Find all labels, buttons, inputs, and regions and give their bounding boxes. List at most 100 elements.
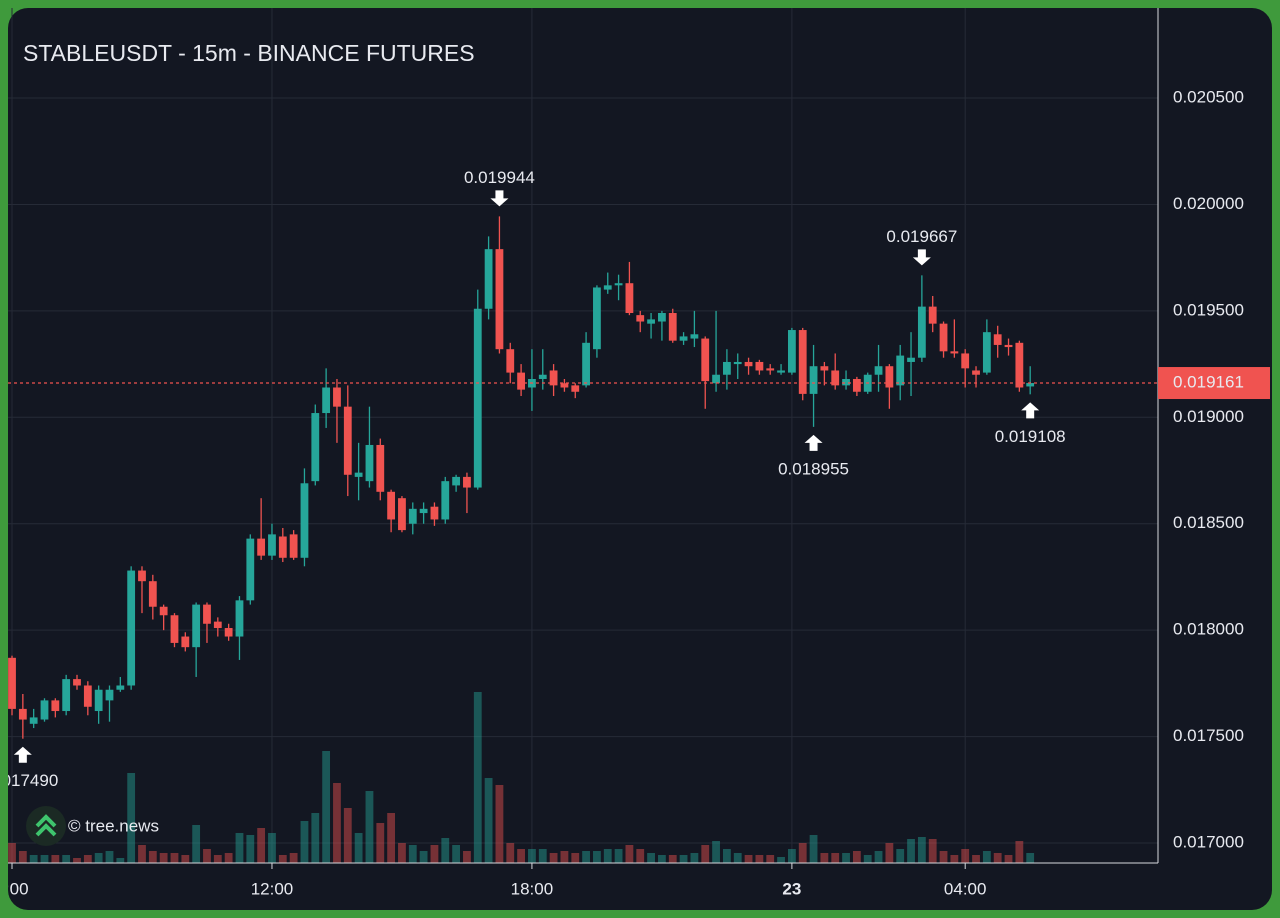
volume-bar [333, 783, 341, 863]
candle-body [484, 249, 493, 309]
volume-bar [961, 849, 970, 863]
volume-bar [582, 851, 590, 863]
candle-body [105, 689, 114, 701]
volume-bar [105, 851, 114, 863]
volume-bar [679, 855, 688, 863]
candle-body [29, 717, 38, 724]
volume-bar [203, 849, 211, 863]
candle-body [376, 444, 385, 492]
volume-bar [939, 851, 948, 863]
volume-bar [690, 853, 699, 863]
candle-body [170, 615, 179, 643]
candle-body [744, 361, 753, 367]
volume-bar [29, 855, 38, 863]
y-tick-label: 0.019000 [1173, 407, 1244, 426]
candle-body [679, 336, 688, 341]
y-tick-label: 0.019500 [1173, 300, 1244, 319]
volume-bar [603, 849, 612, 863]
x-tick-label: 04:00 [944, 879, 987, 898]
candle-body [8, 657, 16, 709]
volume-bar [430, 845, 439, 863]
volume-bar [517, 849, 525, 863]
candle-body [473, 308, 482, 488]
volume-bar [322, 751, 331, 863]
volume-bar [928, 839, 937, 863]
candle-body [722, 361, 731, 375]
volume-bar [289, 853, 298, 863]
volume-bar [257, 828, 266, 863]
volume-bar [571, 853, 580, 863]
x-tick-label: 23 [782, 879, 801, 898]
candle-body [787, 330, 796, 373]
volume-bar [1004, 855, 1013, 863]
candle-body [603, 285, 612, 290]
candle-body [593, 287, 601, 350]
volume-bar [408, 845, 417, 863]
candle-body [430, 506, 439, 520]
candle-body [278, 536, 287, 558]
volume-bar [982, 851, 991, 863]
candle-body [809, 366, 818, 394]
candle-body [203, 604, 211, 624]
current-price-tag [1158, 367, 1270, 400]
volume-bar [235, 833, 244, 863]
candle-body [419, 508, 428, 514]
volume-bar [387, 813, 396, 863]
panel [8, 8, 1272, 910]
annotation-arrow [490, 190, 509, 207]
volume-bar [712, 841, 720, 863]
annotation-arrow [804, 434, 823, 451]
volume-bar [852, 851, 861, 863]
volume-bar [94, 853, 103, 863]
candle-body [506, 349, 515, 373]
candle-body [127, 570, 136, 686]
watermark-logo [26, 806, 66, 846]
volume-bar [452, 845, 461, 863]
volume-bar [701, 845, 710, 863]
annotation-layer: 0.017490 0.019944 0.018955 0.019667 0.019108 [8, 168, 1066, 790]
volume-bar [268, 833, 276, 863]
candle-body [62, 679, 71, 712]
candle-body [116, 685, 125, 690]
volume-bar [170, 853, 179, 863]
volume-bar [192, 825, 201, 863]
candle-body [950, 351, 959, 354]
volume-bar [484, 778, 493, 863]
candle-body [311, 413, 320, 482]
volume-bar [842, 853, 850, 863]
volume-bar [311, 813, 320, 863]
candle-body [51, 700, 60, 712]
volume-bar [777, 857, 785, 863]
current-price-label: 0.019161 [1173, 373, 1244, 392]
volume-bar [798, 843, 807, 863]
candle-body [690, 334, 699, 339]
volume-bar [1015, 841, 1024, 863]
volume-bar [972, 855, 980, 863]
candle-body [452, 476, 461, 486]
candle-body [896, 355, 905, 386]
candle-body [939, 323, 948, 352]
volume-bar [127, 773, 136, 863]
candle-body [625, 283, 634, 314]
volume-bar [300, 821, 309, 863]
candle-body [582, 342, 590, 386]
volume-bar [506, 843, 515, 863]
candle-body [982, 332, 991, 373]
candle-body [40, 700, 49, 720]
volume-bar [40, 855, 49, 863]
candle-body [647, 319, 655, 324]
volume-bar [148, 851, 157, 863]
volume-bar [614, 849, 623, 863]
volume-bar [863, 855, 872, 863]
annotation-arrow [912, 249, 931, 266]
volume-bar [755, 855, 764, 863]
candle-body [333, 387, 341, 407]
volume-bar [473, 692, 482, 863]
volume-bar [896, 849, 905, 863]
volume-bar [917, 837, 926, 863]
volume-bar [549, 853, 558, 863]
candle-body [398, 498, 406, 531]
candle-body [798, 330, 807, 394]
volume-bar [636, 849, 645, 863]
